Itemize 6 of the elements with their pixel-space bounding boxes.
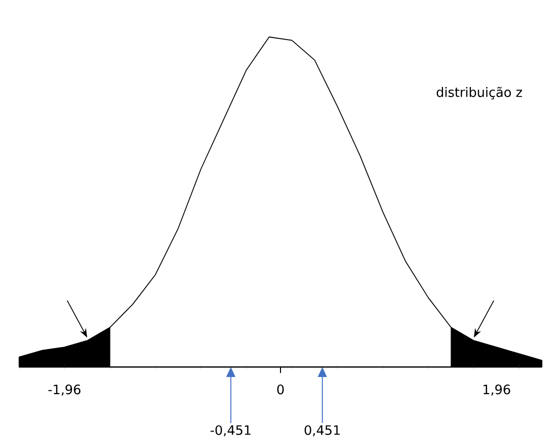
- annotation: distribuição z: [436, 86, 522, 100]
- text: 1,96: [484, 384, 510, 396]
- text: 0: [277, 384, 284, 394]
- text: -0,451: [210, 425, 250, 436]
- text: 0,451: [304, 425, 340, 436]
- text: -1,96: [48, 384, 80, 396]
